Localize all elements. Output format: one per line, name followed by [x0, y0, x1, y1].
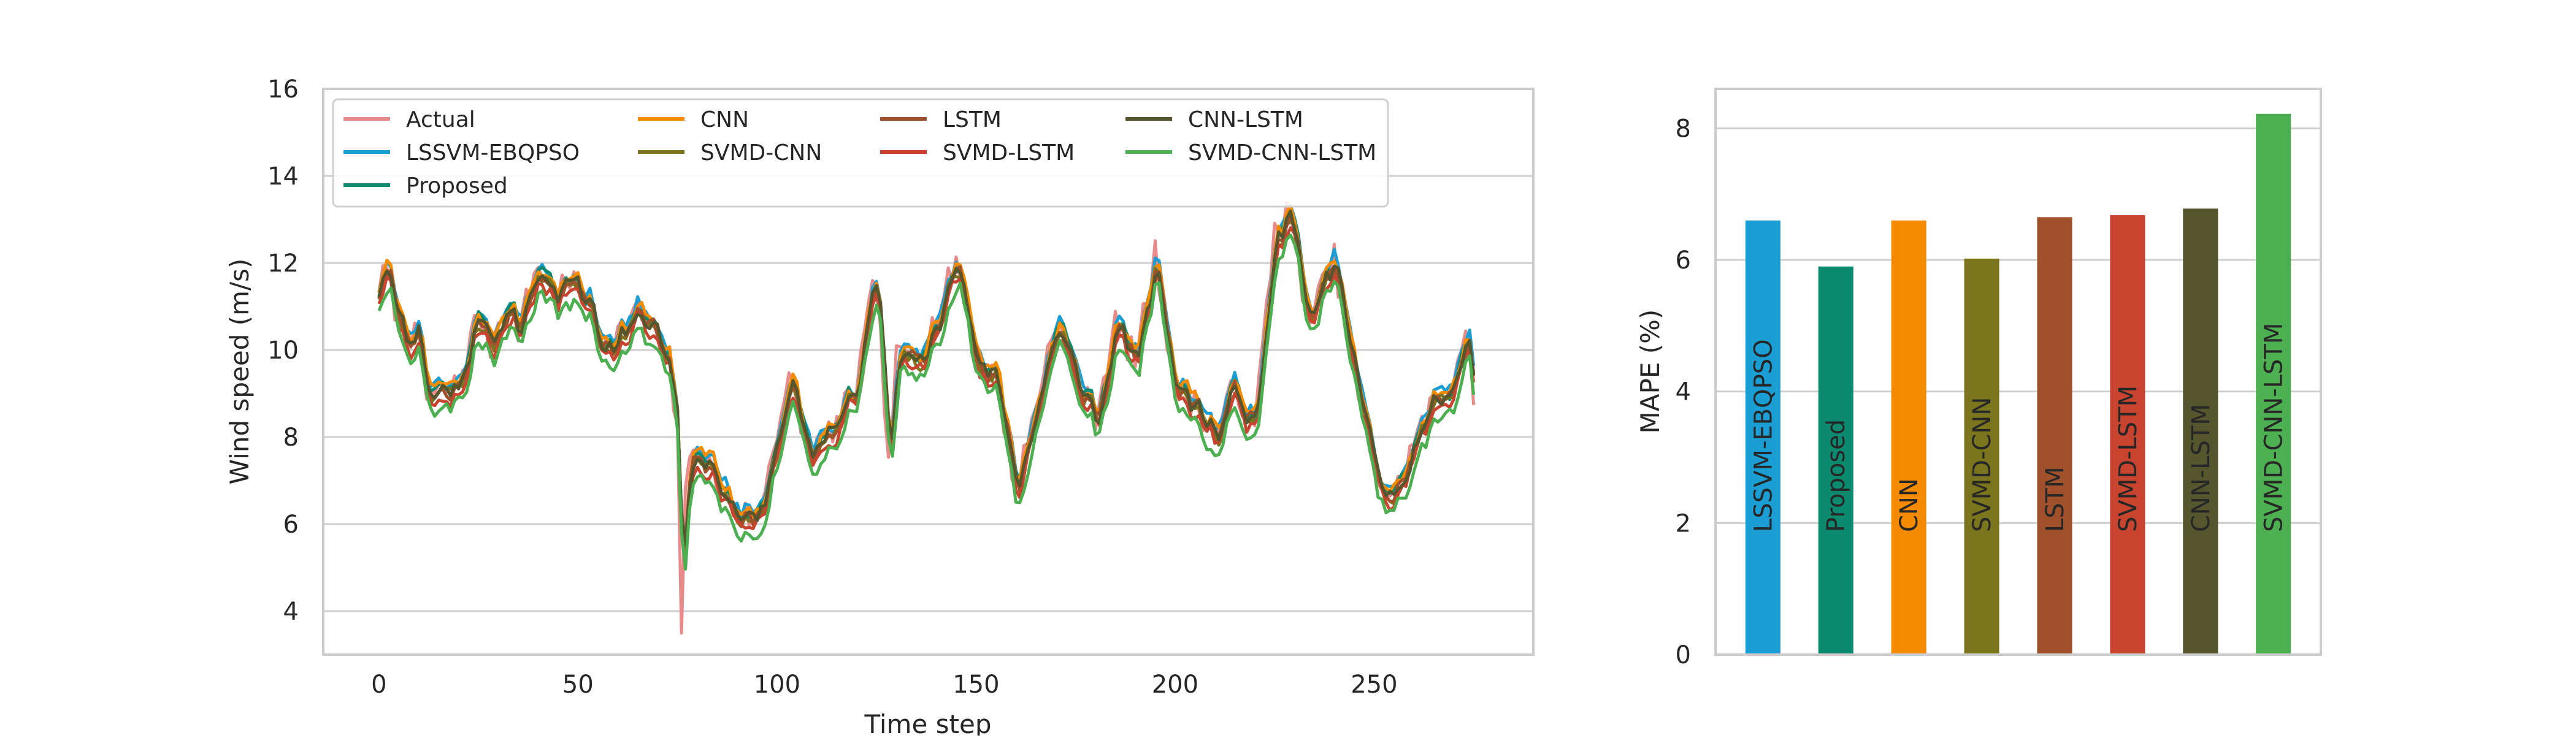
y-tick-label: 0 — [1676, 641, 1691, 669]
bar-label: CNN-LSTM — [2187, 404, 2215, 532]
x-tick-label: 200 — [1152, 671, 1198, 699]
bar-label: LSSVM-EBQPSO — [1749, 339, 1777, 532]
legend-entry-label: LSTM — [943, 107, 1002, 132]
legend-entry-label: CNN-LSTM — [1188, 107, 1303, 132]
y-tick-label: 14 — [267, 162, 299, 191]
y-tick-label: 10 — [267, 337, 299, 365]
series-line-svmd-lstm — [377, 226, 1476, 563]
line-chart-y-ticks: 4 6 8 10 12 14 16 — [267, 75, 299, 626]
bar-lssvm-ebqpso — [1745, 220, 1781, 655]
y-tick-label: 8 — [1676, 115, 1691, 143]
series-line-cnn — [377, 204, 1476, 546]
bar-cnn-lstm — [2183, 208, 2218, 655]
line-chart-y-label: Wind speed (m/s) — [224, 259, 255, 485]
y-tick-label: 4 — [283, 598, 299, 626]
x-tick-label: 150 — [953, 671, 999, 699]
y-tick-label: 4 — [1676, 378, 1691, 406]
series-line-cnn-lstm — [377, 209, 1476, 547]
bar-proposed — [1818, 266, 1853, 655]
bar-label: Proposed — [1822, 419, 1850, 532]
legend: Actual LSSVM-EBQPSO Proposed CNN SVMD-CNN LST… — [332, 98, 1389, 208]
bar-label: CNN — [1895, 478, 1923, 532]
legend-box — [332, 98, 1389, 208]
y-tick-label: 12 — [267, 249, 299, 278]
bar-label: LSTM — [2041, 466, 2069, 532]
y-tick-label: 6 — [283, 511, 299, 539]
x-tick-label: 50 — [562, 671, 594, 699]
bar-label: SVMD-CNN-LSTM — [2260, 323, 2288, 532]
line-chart-series — [377, 201, 1476, 635]
y-tick-label: 8 — [283, 424, 299, 452]
bar-chart-grid — [1715, 127, 2321, 656]
x-tick-label: 0 — [371, 671, 386, 699]
bar-lstm — [2037, 217, 2072, 655]
bar-chart-bars: LSSVM-EBQPSO Proposed CNN SVMD-CNN LSTM SVMD-… — [1745, 113, 2291, 655]
bar-chart-y-ticks: 0 2 4 6 8 — [1676, 115, 1691, 669]
bar-svmd-cnn-lstm — [2256, 113, 2291, 655]
bar-cnn — [1891, 220, 1926, 655]
legend-entry-label: Proposed — [406, 173, 508, 199]
bar-chart-y-label: MAPE (%) — [1635, 310, 1665, 434]
y-tick-label: 6 — [1676, 246, 1691, 275]
line-chart-x-label: Time step — [864, 709, 992, 736]
legend-entry-label: LSSVM-EBQPSO — [406, 140, 580, 165]
legend-entry-label: SVMD-CNN-LSTM — [1188, 140, 1376, 165]
legend-entry-label: SVMD-CNN — [700, 140, 822, 165]
legend-entry-label: SVMD-LSTM — [943, 140, 1075, 165]
bar-svmd-lstm — [2110, 215, 2145, 655]
legend-entry-label: CNN — [700, 107, 749, 132]
series-line-svmd-cnn-lstm — [377, 234, 1476, 571]
bar-label: SVMD-LSTM — [2114, 386, 2142, 532]
x-tick-label: 250 — [1351, 671, 1397, 699]
bar-chart-frame — [1714, 88, 2322, 656]
line-chart-x-ticks: 0 50 100 150 200 250 — [371, 671, 1397, 699]
line-chart-frame — [322, 88, 1535, 656]
legend-entry-label: Actual — [406, 107, 475, 132]
y-tick-label: 2 — [1676, 509, 1691, 538]
bar-label: SVMD-CNN — [1968, 397, 1996, 532]
bar-svmd-cnn — [1964, 258, 1999, 655]
y-tick-label: 16 — [267, 75, 299, 104]
x-tick-label: 100 — [754, 671, 800, 699]
